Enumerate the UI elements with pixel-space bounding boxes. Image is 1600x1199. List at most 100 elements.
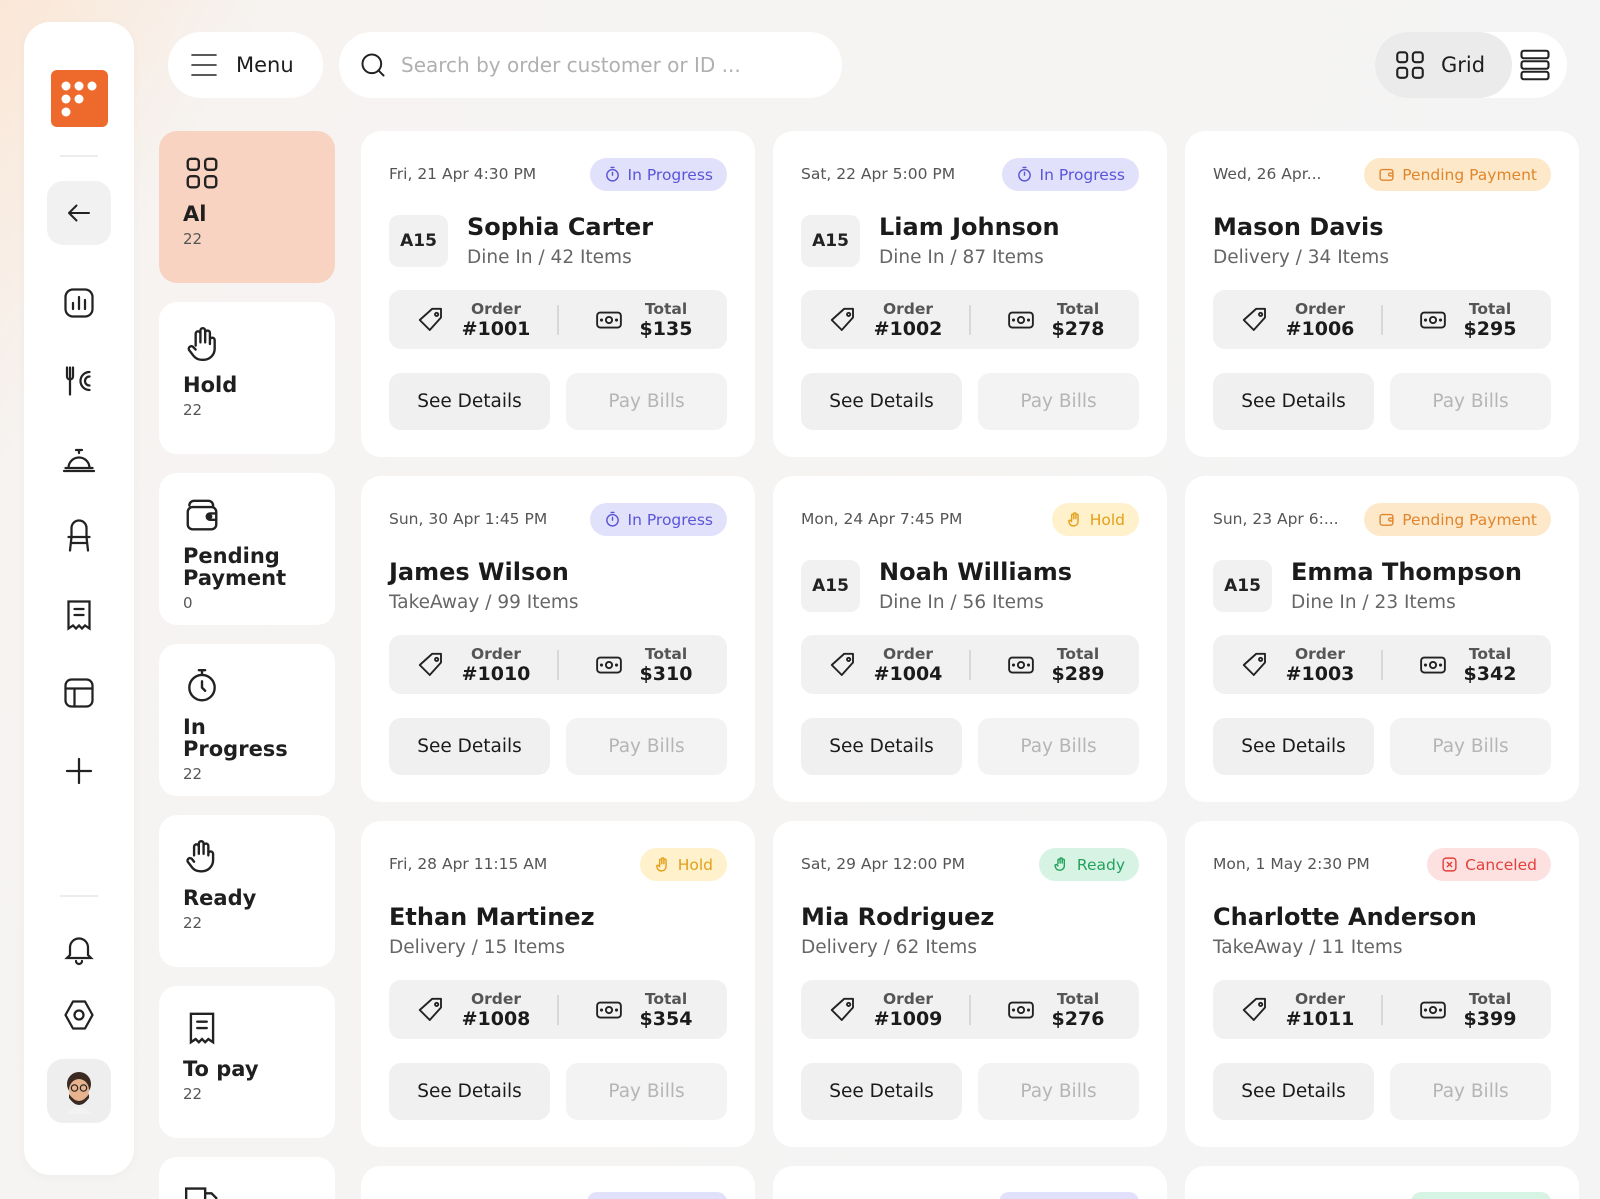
summary-divider bbox=[557, 994, 559, 1025]
hand-icon bbox=[1067, 512, 1079, 527]
cash-icon bbox=[595, 656, 622, 673]
pay-bills-button[interactable]: Pay Bills bbox=[978, 373, 1139, 430]
order-date: Mon, 24 Apr 7:45 PM bbox=[801, 510, 963, 528]
order-total-block: Total $278 bbox=[971, 300, 1139, 340]
chair-icon bbox=[67, 519, 91, 552]
rail-settings[interactable] bbox=[47, 985, 111, 1045]
see-details-button[interactable]: See Details bbox=[801, 1063, 962, 1120]
order-summary: Order #1004 Total $289 bbox=[801, 635, 1139, 694]
see-details-button[interactable]: See Details bbox=[801, 373, 962, 430]
order-card[interactable]: Sat, 29 Apr 12:00 PM Ready Mia Rodriguez De… bbox=[773, 821, 1167, 1147]
order-card[interactable]: Mon, 24 Apr 7:45 PM Hold A15 Noah Williams D… bbox=[773, 476, 1167, 802]
status-badge: Pending Payment bbox=[1364, 158, 1551, 191]
pay-bills-button[interactable]: Pay Bills bbox=[566, 373, 727, 430]
order-card-peek bbox=[773, 1166, 1167, 1199]
pay-bills-button[interactable]: Pay Bills bbox=[1390, 373, 1551, 430]
order-card[interactable]: Mon, 1 May 2:30 PM Canceled Charlotte Ande… bbox=[1185, 821, 1579, 1147]
stopwatch-icon bbox=[1017, 166, 1031, 182]
pay-bills-button[interactable]: Pay Bills bbox=[1390, 718, 1551, 775]
order-total: $310 bbox=[639, 662, 693, 685]
pay-bills-button[interactable]: Pay Bills bbox=[1390, 1063, 1551, 1120]
order-summary: Order #1011 Total $399 bbox=[1213, 980, 1551, 1039]
category-pending-payment[interactable]: Pending Payment 0 bbox=[159, 473, 335, 625]
category-label: Pending Payment bbox=[183, 544, 287, 590]
category-all[interactable]: Al 22 bbox=[159, 131, 335, 283]
order-number-block: Order #1004 bbox=[801, 645, 969, 685]
order-number-block: Order #1002 bbox=[801, 300, 969, 340]
category-in-progress[interactable]: In Progress 22 bbox=[159, 644, 335, 796]
see-details-button[interactable]: See Details bbox=[389, 718, 550, 775]
status-label: In Progress bbox=[627, 165, 713, 184]
serving-hand-icon bbox=[1054, 857, 1065, 871]
see-details-button[interactable]: See Details bbox=[1213, 1063, 1374, 1120]
category-label: Ready bbox=[183, 886, 257, 910]
see-details-button[interactable]: See Details bbox=[801, 718, 962, 775]
order-number: #1001 bbox=[461, 317, 531, 340]
category-delivery-peek[interactable] bbox=[159, 1157, 335, 1199]
order-card[interactable]: Fri, 28 Apr 11:15 AM Hold Ethan Martinez De… bbox=[361, 821, 755, 1147]
order-card[interactable]: Wed, 26 Apr... Pending Payment Mason Davis… bbox=[1185, 131, 1579, 457]
card-actions: See Details Pay Bills bbox=[1213, 1063, 1551, 1120]
pay-bills-button[interactable]: Pay Bills bbox=[566, 1063, 727, 1120]
customer-info: Mason Davis Delivery / 34 Items bbox=[1213, 213, 1389, 268]
pay-bills-button[interactable]: Pay Bills bbox=[978, 718, 1139, 775]
order-number: #1008 bbox=[461, 1007, 531, 1030]
order-total: $354 bbox=[639, 1007, 693, 1030]
see-details-button[interactable]: See Details bbox=[1213, 718, 1374, 775]
back-button[interactable] bbox=[47, 181, 111, 245]
pay-bills-button[interactable]: Pay Bills bbox=[566, 718, 727, 775]
customer-name: Sophia Carter bbox=[467, 213, 654, 241]
order-card[interactable]: Fri, 21 Apr 4:30 PM In Progress A15 Sophia … bbox=[361, 131, 755, 457]
rail-divider bbox=[60, 155, 98, 157]
rail-menu-items[interactable] bbox=[47, 351, 111, 411]
menu-button[interactable]: Menu bbox=[168, 32, 323, 98]
list-view-button[interactable] bbox=[1515, 45, 1555, 85]
category-ready[interactable]: Ready 22 bbox=[159, 815, 335, 967]
category-hold[interactable]: Hold 22 bbox=[159, 302, 335, 454]
stopwatch-icon bbox=[605, 511, 619, 527]
see-details-button[interactable]: See Details bbox=[1213, 373, 1374, 430]
rail-bills[interactable] bbox=[47, 585, 111, 645]
card-actions: See Details Pay Bills bbox=[389, 718, 727, 775]
hamburger-icon bbox=[191, 54, 217, 76]
grid-view-button[interactable]: Grid bbox=[1375, 32, 1512, 98]
rail-add[interactable] bbox=[47, 741, 111, 801]
user-avatar[interactable] bbox=[47, 1059, 111, 1123]
rail-reports[interactable] bbox=[47, 273, 111, 333]
order-summary: Order #1010 Total $310 bbox=[389, 635, 727, 694]
view-toggle: Grid bbox=[1375, 32, 1567, 98]
bell-icon bbox=[64, 937, 94, 966]
rail-layout[interactable] bbox=[47, 663, 111, 723]
cash-icon bbox=[1419, 656, 1446, 673]
wallet-icon bbox=[186, 499, 218, 531]
tag-icon bbox=[418, 652, 442, 676]
order-card-peek bbox=[1185, 1166, 1579, 1199]
order-total-block: Total $289 bbox=[971, 645, 1139, 685]
hand-icon bbox=[187, 327, 216, 362]
tag-icon bbox=[1242, 652, 1266, 676]
pay-bills-button[interactable]: Pay Bills bbox=[978, 1063, 1139, 1120]
see-details-button[interactable]: See Details bbox=[389, 1063, 550, 1120]
order-card[interactable]: Sat, 22 Apr 5:00 PM In Progress A15 Liam Jo… bbox=[773, 131, 1167, 457]
customer-info: Sophia Carter Dine In / 42 Items bbox=[467, 213, 653, 268]
rail-orders[interactable] bbox=[47, 429, 111, 489]
order-card[interactable]: Sun, 23 Apr 6:... Pending Payment A15 Emma … bbox=[1185, 476, 1579, 802]
plus-icon bbox=[65, 757, 93, 785]
order-number: #1003 bbox=[1285, 662, 1355, 685]
order-label: Order bbox=[1294, 644, 1346, 663]
rail-notifications[interactable] bbox=[47, 919, 111, 979]
customer-info: Emma Thompson Dine In / 23 Items bbox=[1291, 558, 1522, 613]
cash-icon bbox=[595, 311, 622, 328]
rail-divider bbox=[60, 895, 98, 897]
search-input[interactable] bbox=[401, 53, 781, 77]
category-to-pay[interactable]: To pay 22 bbox=[159, 986, 335, 1138]
search-bar[interactable] bbox=[339, 32, 842, 98]
see-details-button[interactable]: See Details bbox=[389, 373, 550, 430]
category-label: Al bbox=[183, 202, 207, 226]
order-card[interactable]: Sun, 30 Apr 1:45 PM In Progress James Wils… bbox=[361, 476, 755, 802]
receipt-icon bbox=[189, 1012, 215, 1045]
table-badge: A15 bbox=[389, 215, 448, 267]
brand-logo-icon[interactable] bbox=[50, 70, 108, 127]
rail-tables[interactable] bbox=[47, 507, 111, 567]
order-number: #1002 bbox=[873, 317, 943, 340]
